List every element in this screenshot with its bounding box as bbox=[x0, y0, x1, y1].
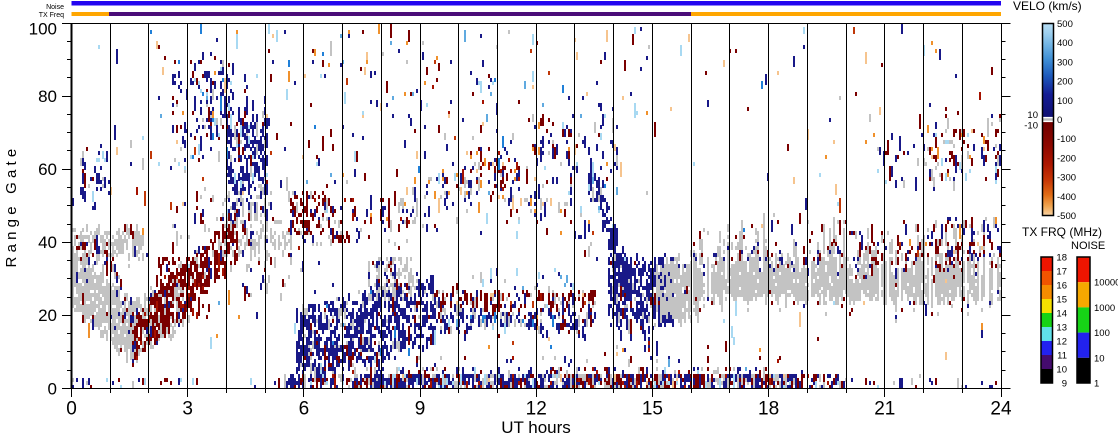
svg-text:10: 10 bbox=[1094, 353, 1105, 364]
svg-text:12: 12 bbox=[526, 399, 547, 420]
svg-text:TX FRQ (MHz): TX FRQ (MHz) bbox=[1022, 225, 1102, 239]
svg-text:300: 300 bbox=[1057, 57, 1073, 68]
svg-text:15: 15 bbox=[1056, 295, 1067, 306]
svg-text:11: 11 bbox=[1057, 351, 1067, 362]
svg-text:21: 21 bbox=[874, 399, 895, 420]
svg-text:-400: -400 bbox=[1057, 192, 1076, 203]
svg-text:13: 13 bbox=[1056, 323, 1067, 334]
svg-text:200: 200 bbox=[1057, 77, 1073, 88]
svg-text:0: 0 bbox=[48, 379, 57, 398]
svg-text:Noise: Noise bbox=[46, 4, 64, 11]
svg-text:100: 100 bbox=[1094, 328, 1110, 339]
svg-text:10000: 10000 bbox=[1094, 278, 1118, 289]
svg-text:9: 9 bbox=[415, 399, 426, 420]
svg-text:12: 12 bbox=[1056, 337, 1067, 348]
svg-text:500: 500 bbox=[1057, 19, 1073, 30]
svg-text:9: 9 bbox=[1062, 379, 1067, 390]
svg-text:UT hours: UT hours bbox=[501, 418, 571, 435]
svg-text:1: 1 bbox=[1094, 379, 1099, 390]
svg-text:10: 10 bbox=[1056, 365, 1067, 376]
svg-text:15: 15 bbox=[642, 399, 663, 420]
svg-text:TX Freq: TX Freq bbox=[39, 12, 64, 19]
svg-text:0: 0 bbox=[66, 399, 77, 420]
svg-text:18: 18 bbox=[758, 399, 779, 420]
svg-text:60: 60 bbox=[38, 160, 57, 179]
svg-text:14: 14 bbox=[1056, 309, 1067, 320]
svg-text:24: 24 bbox=[990, 399, 1012, 420]
svg-text:80: 80 bbox=[38, 87, 57, 106]
svg-text:VELO (km/s): VELO (km/s) bbox=[1013, 0, 1082, 13]
svg-text:-500: -500 bbox=[1057, 211, 1076, 222]
svg-text:0: 0 bbox=[1057, 115, 1062, 126]
svg-text:16: 16 bbox=[1056, 281, 1067, 292]
svg-text:40: 40 bbox=[38, 233, 57, 252]
svg-text:400: 400 bbox=[1057, 38, 1073, 49]
svg-text:Range Gate: Range Gate bbox=[3, 145, 20, 268]
svg-text:17: 17 bbox=[1056, 267, 1067, 278]
svg-text:20: 20 bbox=[38, 306, 57, 325]
svg-text:100: 100 bbox=[1057, 96, 1073, 107]
svg-text:18: 18 bbox=[1056, 253, 1067, 264]
svg-text:-100: -100 bbox=[1057, 134, 1076, 145]
svg-text:100: 100 bbox=[29, 20, 57, 39]
svg-text:10: 10 bbox=[1027, 110, 1038, 121]
svg-text:3: 3 bbox=[182, 399, 193, 420]
svg-text:1000: 1000 bbox=[1094, 303, 1115, 314]
svg-text:6: 6 bbox=[299, 399, 310, 420]
svg-text:-300: -300 bbox=[1057, 173, 1076, 184]
svg-text:-200: -200 bbox=[1057, 153, 1076, 164]
svg-text:NOISE: NOISE bbox=[1071, 240, 1105, 252]
svg-text:-10: -10 bbox=[1024, 121, 1038, 132]
